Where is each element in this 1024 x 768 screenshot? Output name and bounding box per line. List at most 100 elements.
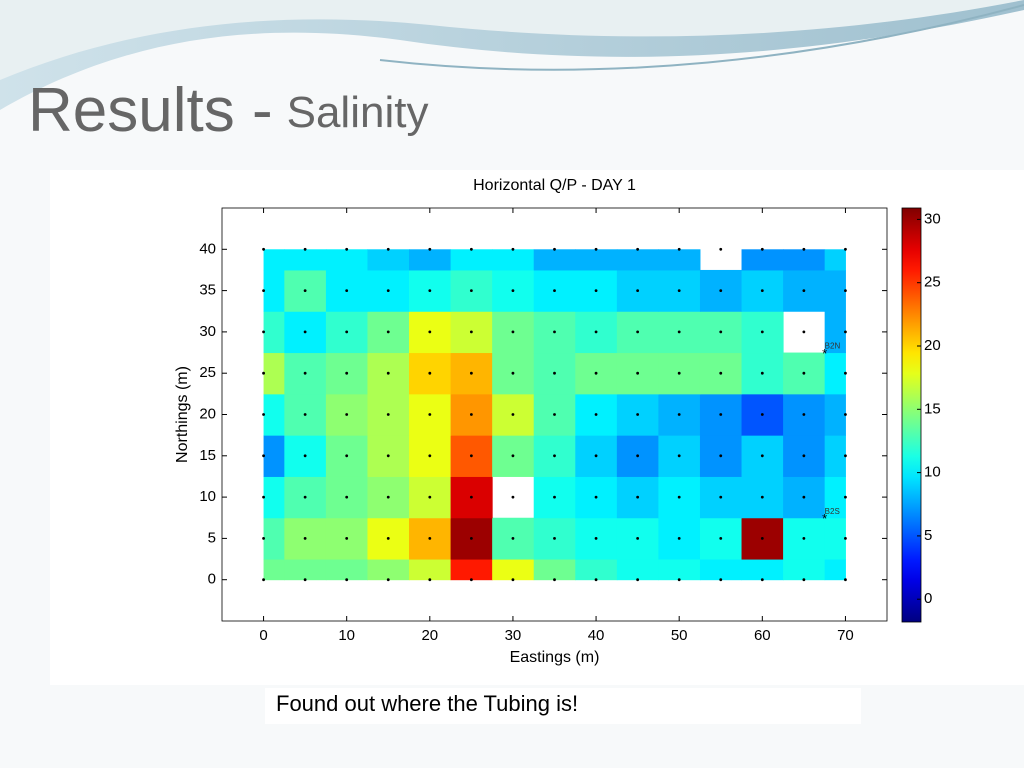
- sample-point: [636, 537, 640, 540]
- sample-point: [428, 413, 432, 416]
- sample-point: [594, 454, 598, 458]
- sample-point: [303, 578, 307, 582]
- sample-point: [844, 537, 847, 540]
- sample-point: [677, 578, 681, 582]
- sample-point: [719, 330, 723, 334]
- sample-point: [386, 413, 390, 416]
- sample-point: [594, 289, 598, 292]
- annotation-label: B2N: [825, 342, 841, 351]
- sample-point: [802, 413, 806, 416]
- sample-point: [594, 371, 598, 375]
- sample-point: [677, 495, 681, 499]
- chart-title: Horizontal Q/P - DAY 1: [473, 177, 636, 194]
- cell: [616, 559, 659, 581]
- y-tick-label: 25: [199, 364, 216, 381]
- sample-point: [760, 578, 764, 582]
- sample-point: [594, 537, 598, 540]
- y-tick-label: 10: [199, 488, 216, 505]
- sample-point: [511, 537, 515, 540]
- sample-point: [719, 371, 723, 375]
- colorbar-tick-label: 10: [924, 464, 941, 481]
- cell: [263, 352, 285, 395]
- sample-point: [760, 371, 764, 375]
- sample-point: [386, 247, 390, 251]
- sample-point: [303, 289, 307, 292]
- x-tick-label: 50: [671, 627, 688, 644]
- sample-point: [469, 330, 473, 334]
- sample-point: [511, 330, 515, 334]
- cell: [367, 559, 410, 581]
- sample-point: [553, 454, 556, 458]
- sample-point: [802, 289, 806, 292]
- cell: [824, 352, 846, 395]
- colorbar-tick-label: 0: [924, 590, 932, 607]
- sample-point: [802, 578, 806, 582]
- sample-point: [386, 371, 390, 375]
- slide-title: Results - Salinity: [28, 76, 428, 145]
- y-tick-label: 0: [208, 571, 216, 588]
- sample-point: [303, 495, 307, 499]
- sample-point: [802, 371, 806, 375]
- sample-point: [428, 371, 432, 375]
- caption-box: [265, 688, 861, 724]
- sample-point: [553, 413, 556, 416]
- cell: [575, 249, 618, 271]
- sample-point: [469, 247, 473, 251]
- sample-point: [262, 495, 265, 499]
- sample-point: [802, 454, 806, 458]
- sample-point: [386, 578, 390, 582]
- sample-point: [303, 330, 307, 334]
- cell: [409, 559, 452, 581]
- cell: [741, 249, 784, 271]
- sample-point: [262, 537, 265, 540]
- sample-point: [844, 330, 847, 334]
- cell: [658, 249, 701, 271]
- sample-point: [262, 247, 265, 251]
- colorbar-tick-label: 20: [924, 337, 941, 354]
- cell: [325, 249, 368, 271]
- sample-point: [262, 578, 265, 582]
- sample-point: [719, 413, 723, 416]
- x-tick-label: 40: [588, 627, 605, 644]
- sample-point: [303, 413, 307, 416]
- sample-point: [303, 454, 307, 458]
- sample-point: [428, 537, 432, 540]
- cell: [263, 269, 285, 312]
- cell: [367, 249, 410, 271]
- sample-point: [802, 495, 806, 499]
- colorbar-tick-label: 5: [924, 527, 932, 544]
- cell: [263, 559, 285, 581]
- cell: [824, 269, 846, 312]
- sample-point: [386, 537, 390, 540]
- sample-point: [262, 454, 265, 458]
- sample-point: [844, 371, 847, 375]
- x-tick-label: 10: [338, 627, 355, 644]
- y-tick-label: 35: [199, 282, 216, 299]
- sample-point: [677, 371, 681, 375]
- cell: [409, 249, 452, 271]
- cell: [263, 311, 285, 354]
- sample-point: [386, 330, 390, 334]
- sample-point: [469, 495, 473, 499]
- cell: [263, 476, 285, 519]
- annotation-marker: *: [822, 511, 827, 526]
- cell: [450, 249, 493, 271]
- annotation-marker: *: [822, 346, 827, 361]
- cell: [699, 559, 743, 581]
- y-axis-label: Northings (m): [174, 366, 191, 463]
- sample-point: [345, 247, 349, 251]
- sample-point: [636, 413, 640, 416]
- cell: [658, 559, 701, 581]
- sample-point: [553, 578, 556, 582]
- sample-point: [594, 495, 598, 499]
- cell: [824, 517, 846, 560]
- sample-point: [760, 247, 764, 251]
- cell: [533, 249, 576, 271]
- sample-point: [262, 413, 265, 416]
- sample-point: [511, 247, 515, 251]
- sample-point: [469, 537, 473, 540]
- sample-point: [262, 330, 265, 334]
- sample-point: [511, 578, 515, 582]
- cell: [575, 559, 618, 581]
